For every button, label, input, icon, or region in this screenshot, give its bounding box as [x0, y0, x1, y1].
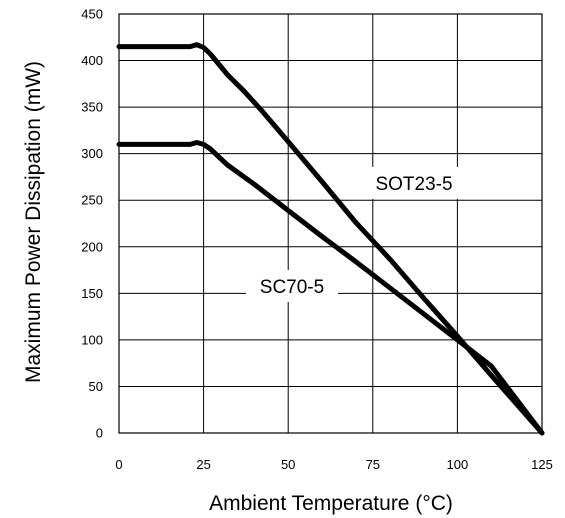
series-label-background: [358, 167, 470, 199]
series-line-sot23-5: [116, 42, 545, 436]
x-tick-label: 25: [196, 457, 210, 472]
y-tick-label: 350: [81, 100, 103, 115]
y-tick-label: 400: [81, 53, 103, 68]
x-tick-label: 125: [531, 457, 553, 472]
y-tick-label: 300: [81, 146, 103, 161]
y-axis-tick-labels: 0 50 100 150 200 250 300 350 400 450: [81, 7, 103, 441]
y-tick-label: 200: [81, 239, 103, 254]
y-tick-label: 50: [89, 379, 103, 394]
series-label-sot23-5: SOT23-5: [375, 174, 452, 195]
grid-lines: [119, 14, 542, 433]
plot-frame: [118, 13, 543, 434]
series-labels: SOT23-5 SC70-5: [246, 167, 470, 302]
x-tick-label: 0: [115, 457, 122, 472]
x-tick-label: 75: [366, 457, 380, 472]
series-label-sc70-5: SC70-5: [260, 277, 324, 298]
series-lines: [116, 42, 545, 436]
y-axis-title: Maximum Power Dissipation (mW): [22, 61, 45, 383]
x-axis-tick-labels: 0 25 50 75 100 125: [115, 457, 552, 472]
y-tick-label: 100: [81, 332, 103, 347]
series-label-background: [246, 270, 338, 302]
x-axis-title: Ambient Temperature (°C): [209, 492, 453, 515]
y-tick-label: 150: [81, 286, 103, 301]
y-tick-label: 450: [81, 7, 103, 22]
y-tick-label: 0: [96, 426, 103, 441]
x-tick-label: 50: [281, 457, 295, 472]
series-line-sc70-5: [116, 140, 545, 436]
y-tick-label: 250: [81, 193, 103, 208]
x-tick-label: 100: [447, 457, 469, 472]
